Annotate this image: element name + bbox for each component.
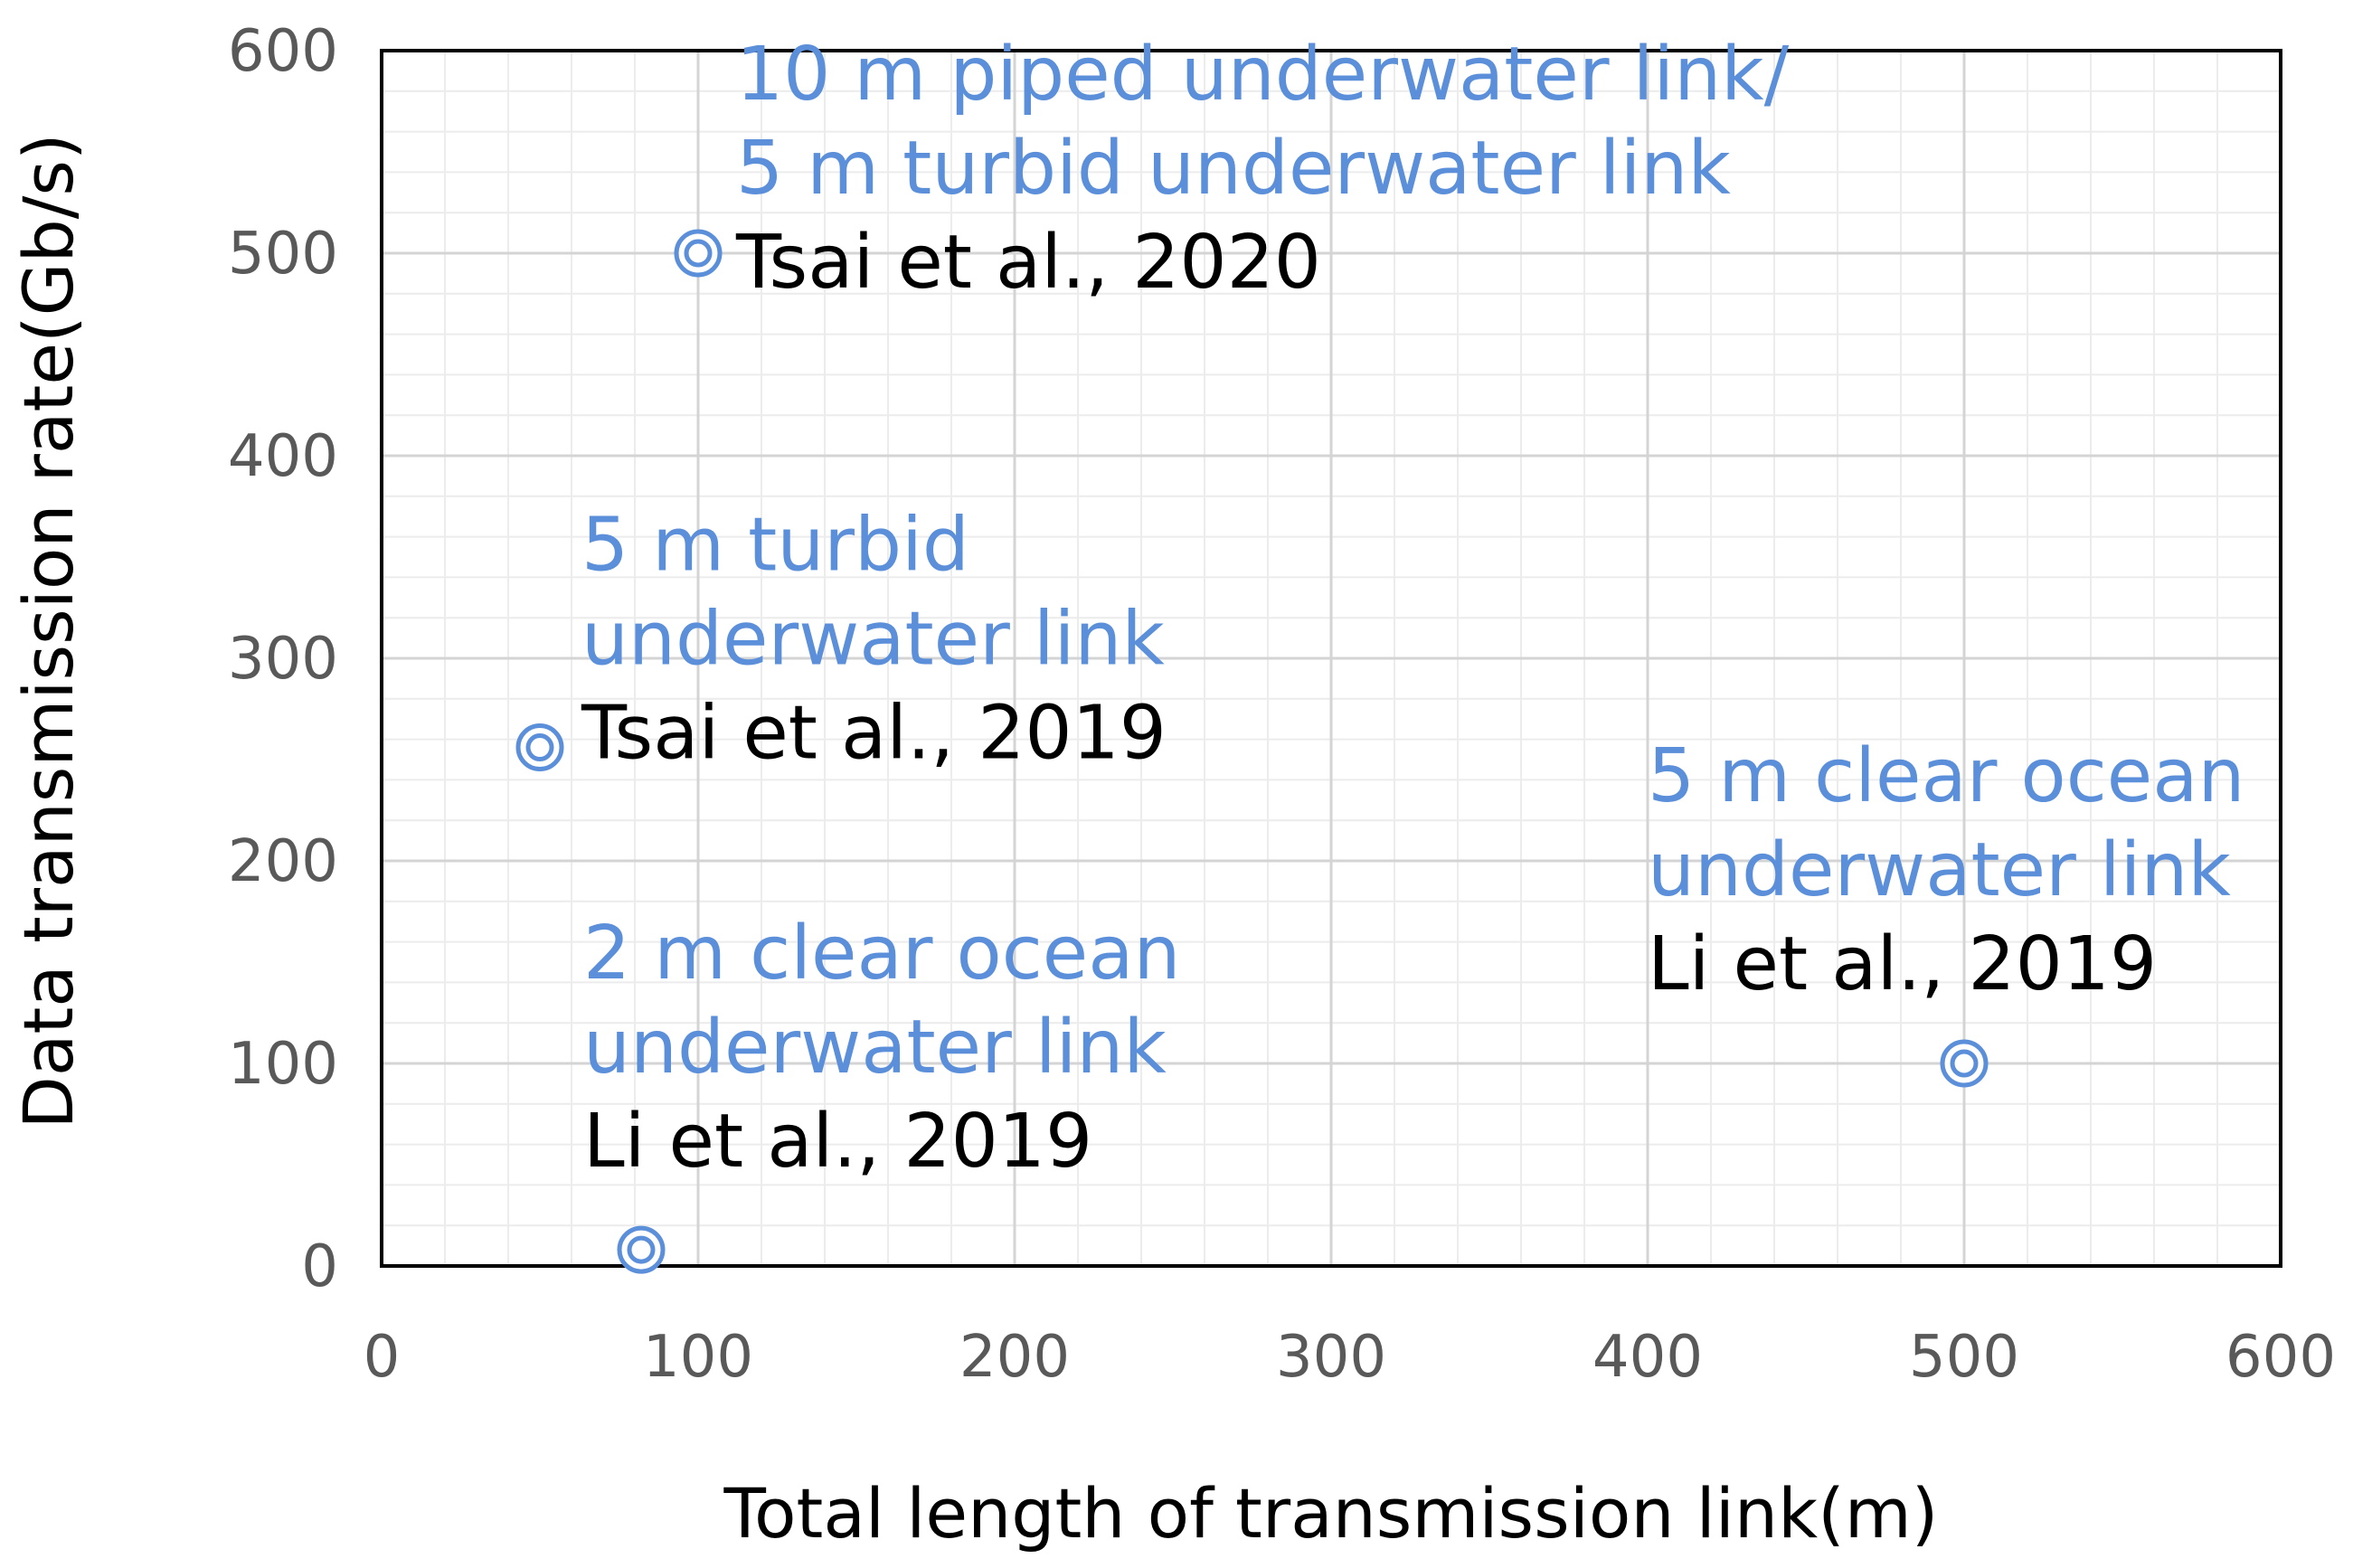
y-axis-title: Data transmission rate(Gb/s) [8, 133, 89, 1129]
data-point [674, 229, 723, 278]
data-point [1940, 1039, 1989, 1088]
annotation-description: 5 m turbid underwater link [736, 126, 1731, 212]
y-axis-tick-labels: 0 100 200 300 400 500 600 [228, 18, 338, 1300]
x-tick-label: 500 [1909, 1324, 2019, 1391]
annotation-description: underwater link [1648, 827, 2231, 913]
plot-area-frame [380, 49, 2282, 1268]
annotation-description: 5 m turbid [581, 503, 969, 589]
data-point-inner-ring [525, 733, 554, 762]
y-tick-label: 400 [228, 423, 338, 490]
annotation-citation: Li et al., 2019 [583, 1099, 1092, 1185]
y-tick-label: 600 [228, 18, 338, 85]
x-tick-label: 200 [959, 1324, 1070, 1391]
y-tick-label: 200 [228, 828, 338, 895]
annotation-description: 2 m clear ocean [583, 911, 1180, 997]
data-point [515, 723, 564, 772]
annotation-description: underwater link [583, 1005, 1167, 1091]
annotation-description: 5 m clear ocean [1648, 733, 2244, 819]
y-tick-label: 500 [228, 221, 338, 288]
annotation-description: underwater link [581, 597, 1165, 683]
x-tick-label: 100 [643, 1324, 753, 1391]
annotation-citation: Tsai et al., 2019 [581, 691, 1167, 777]
data-point-outer-ring [674, 229, 723, 278]
data-points [515, 229, 1989, 1274]
y-tick-label: 100 [228, 1031, 338, 1098]
x-tick-label: 300 [1276, 1324, 1386, 1391]
data-point-outer-ring [1940, 1039, 1989, 1088]
x-axis-title: Total length of transmission link(m) [723, 1473, 1939, 1554]
annotation-description: 10 m piped underwater link/ [736, 32, 1790, 118]
data-point-inner-ring [627, 1235, 656, 1264]
x-axis-tick-labels: 0 100 200 300 400 500 600 [364, 1324, 2336, 1391]
x-tick-label: 0 [364, 1324, 401, 1391]
x-tick-label: 600 [2225, 1324, 2336, 1391]
y-tick-label: 300 [228, 626, 338, 693]
annotation-citation: Tsai et al., 2020 [735, 220, 1321, 306]
data-point [617, 1225, 666, 1274]
data-point-inner-ring [1950, 1049, 1979, 1078]
data-point-outer-ring [617, 1225, 666, 1274]
data-point-outer-ring [515, 723, 564, 772]
y-tick-label: 0 [301, 1233, 338, 1300]
annotation-citation: Li et al., 2019 [1648, 921, 2157, 1007]
x-tick-label: 400 [1592, 1324, 1703, 1391]
data-point-inner-ring [684, 239, 713, 268]
point-annotations: 10 m piped underwater link/5 m turbid un… [581, 32, 2244, 1185]
